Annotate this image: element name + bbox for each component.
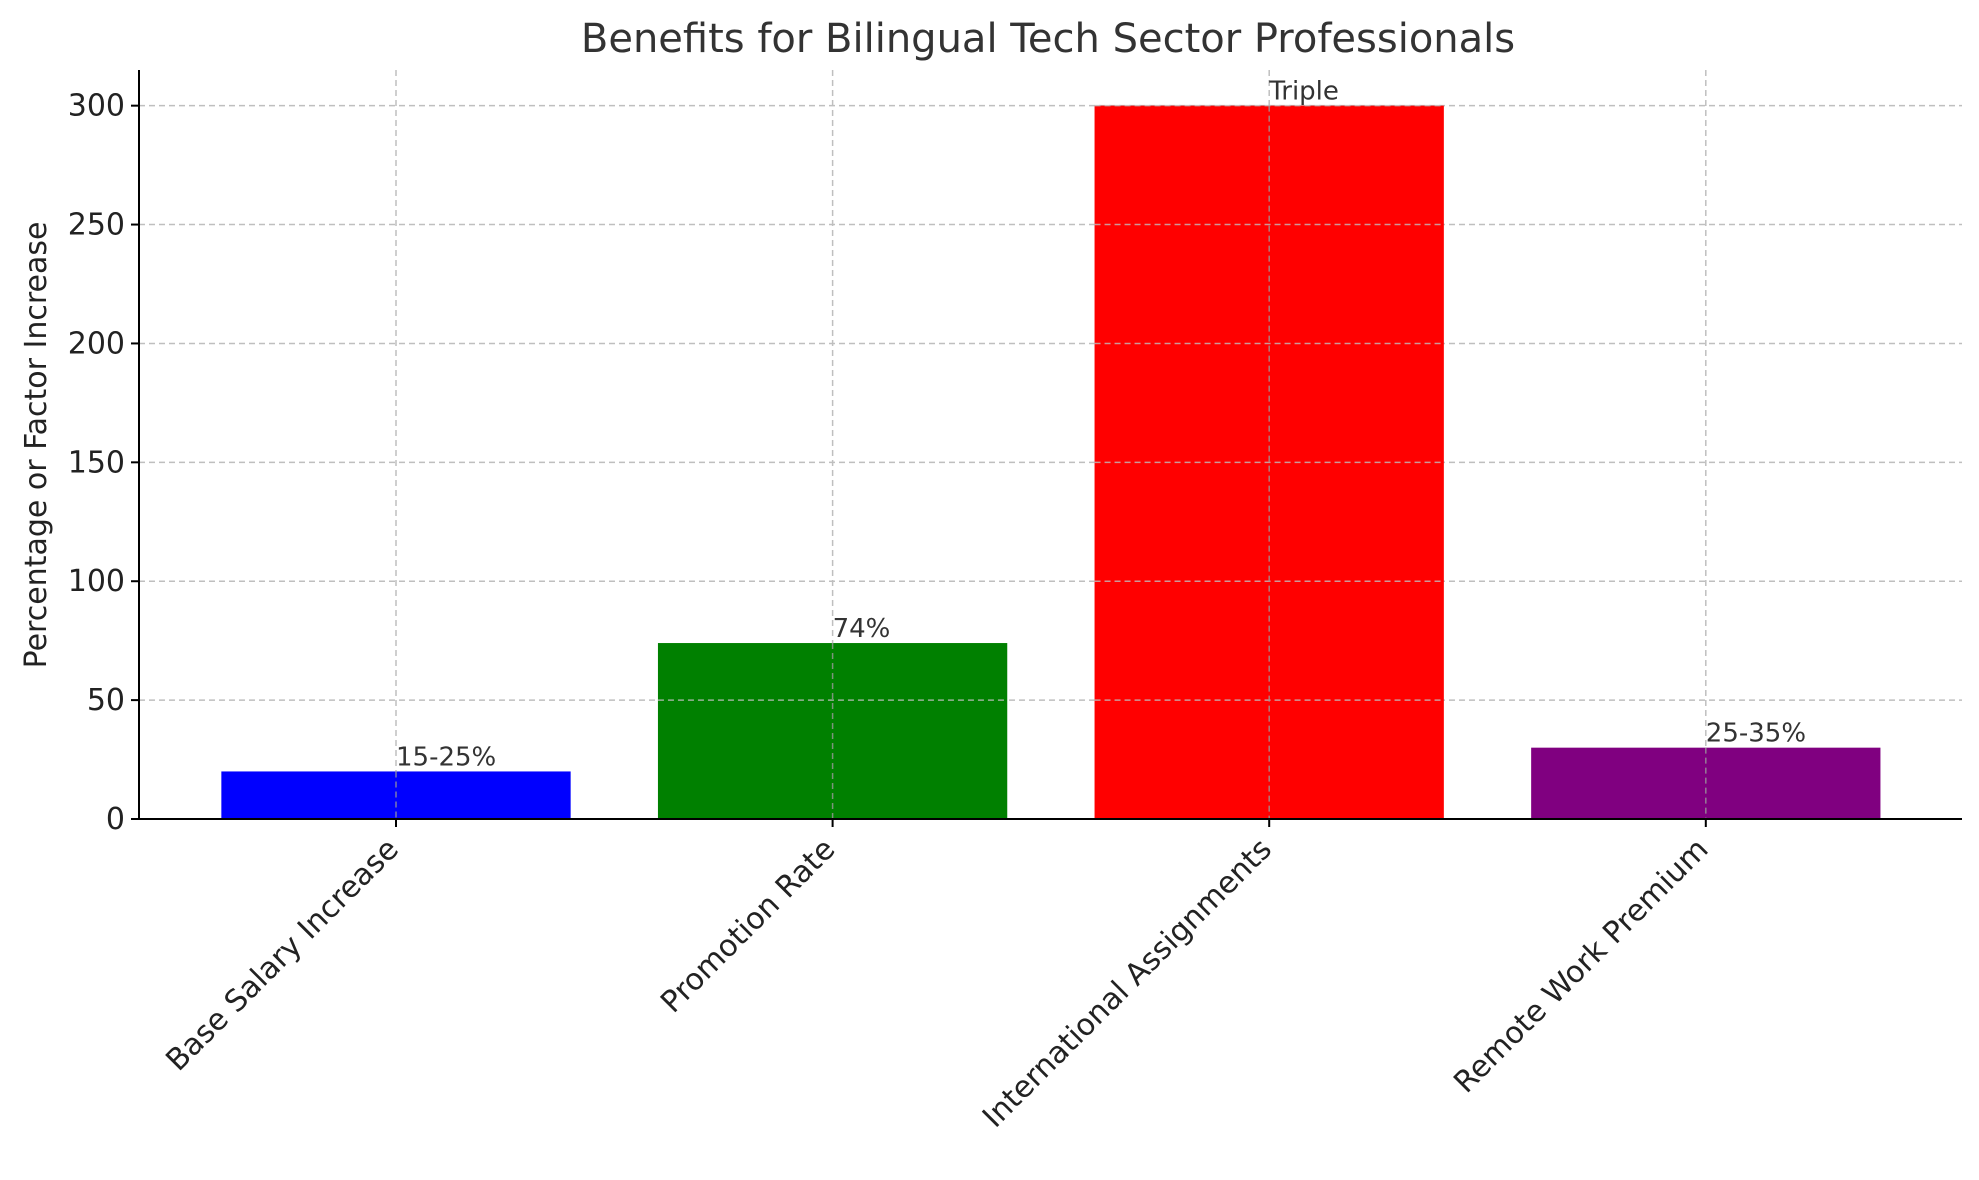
y-axis-label: Percentage or Factor Increase bbox=[19, 222, 54, 669]
y-tick-label: 100 bbox=[68, 564, 125, 599]
x-tick-label: Promotion Rate bbox=[654, 832, 842, 1020]
y-tick-label: 200 bbox=[68, 326, 125, 361]
value-labels: 15-25% 74% Triple 25-35% bbox=[395, 77, 1806, 819]
bar-promotion-rate bbox=[657, 643, 1008, 819]
axes: 0 50 100 150 200 250 300 Base Salary Increase Pr… bbox=[68, 70, 1962, 1135]
y-tick-label: 300 bbox=[68, 89, 125, 124]
data-label: 74% bbox=[833, 614, 891, 644]
x-tick-label: International Assignments bbox=[976, 832, 1279, 1135]
x-tick-label: Remote Work Premium bbox=[1447, 832, 1715, 1100]
y-tick-label: 150 bbox=[68, 445, 125, 480]
y-tick-label: 0 bbox=[106, 802, 125, 837]
x-tick-label: Base Salary Increase bbox=[159, 832, 405, 1078]
data-label: Triple bbox=[1268, 77, 1339, 107]
chart-title: Benefits for Bilingual Tech Sector Profe… bbox=[581, 16, 1515, 62]
y-tick-label: 50 bbox=[87, 683, 125, 718]
gridlines bbox=[139, 70, 1962, 820]
data-label: 15-25% bbox=[396, 742, 496, 772]
data-label: 25-35% bbox=[1706, 719, 1806, 749]
y-tick-label: 250 bbox=[68, 208, 125, 243]
